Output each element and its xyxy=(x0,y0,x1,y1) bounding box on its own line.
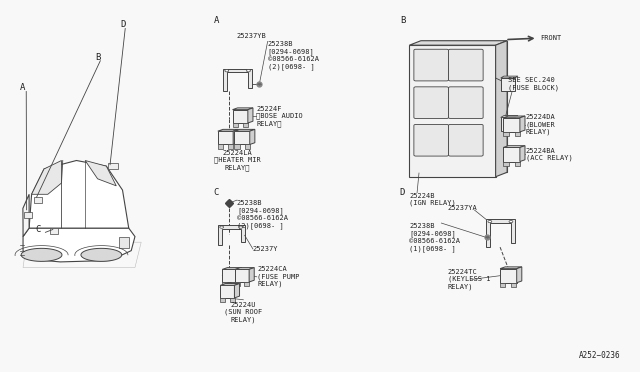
Text: 25238B
[0294-0698]
©08566-6162A
(2)[0698- ]: 25238B [0294-0698] ©08566-6162A (2)[0698… xyxy=(268,41,319,70)
Bar xyxy=(500,269,516,283)
Bar xyxy=(515,132,520,137)
Text: 25224TC
(KEYLESS 1
RELAY): 25224TC (KEYLESS 1 RELAY) xyxy=(448,269,490,290)
Bar xyxy=(500,118,515,131)
Polygon shape xyxy=(503,116,525,118)
Bar xyxy=(504,132,509,137)
FancyBboxPatch shape xyxy=(449,87,483,119)
Circle shape xyxy=(225,70,228,72)
Text: 25224DA
(BLOWER
RELAY): 25224DA (BLOWER RELAY) xyxy=(525,114,556,135)
Circle shape xyxy=(488,221,492,223)
Bar xyxy=(232,123,237,128)
Polygon shape xyxy=(236,267,241,282)
Bar xyxy=(511,283,516,287)
Bar xyxy=(228,144,233,149)
Bar xyxy=(34,197,42,203)
Text: 25237YA: 25237YA xyxy=(448,205,477,211)
Polygon shape xyxy=(21,248,62,262)
Polygon shape xyxy=(234,129,255,131)
Polygon shape xyxy=(31,160,61,194)
Polygon shape xyxy=(486,219,515,247)
Bar xyxy=(235,282,240,286)
Text: D: D xyxy=(400,188,405,197)
Text: SEE SEC.240
(FUSE BLOCK): SEE SEC.240 (FUSE BLOCK) xyxy=(508,77,559,91)
Bar xyxy=(222,282,227,286)
Bar xyxy=(218,144,223,149)
FancyBboxPatch shape xyxy=(449,49,483,81)
Text: 25224BA
(ACC RELAY): 25224BA (ACC RELAY) xyxy=(525,148,572,161)
Text: 25238B
[0294-0698]
©08566-6162A
(2)[0698- ]: 25238B [0294-0698] ©08566-6162A (2)[0698… xyxy=(237,200,288,228)
Circle shape xyxy=(246,70,250,72)
Bar xyxy=(500,78,515,91)
Polygon shape xyxy=(233,129,238,144)
Polygon shape xyxy=(500,267,522,269)
Text: A252−0236: A252−0236 xyxy=(579,351,620,360)
Circle shape xyxy=(239,226,243,228)
Polygon shape xyxy=(85,160,116,186)
Text: 25224F
〈BOSE AUDIO
RELAY〉: 25224F 〈BOSE AUDIO RELAY〉 xyxy=(256,106,303,127)
Bar xyxy=(220,298,225,302)
Text: A: A xyxy=(213,16,219,25)
Bar xyxy=(24,212,32,218)
Text: 25224LA
〈HEATER MIR
RELAY〉: 25224LA 〈HEATER MIR RELAY〉 xyxy=(214,150,260,171)
FancyBboxPatch shape xyxy=(414,124,449,156)
Bar xyxy=(220,285,234,298)
FancyBboxPatch shape xyxy=(414,49,449,81)
Text: 25224B
(IGN RELAY): 25224B (IGN RELAY) xyxy=(410,193,456,206)
Polygon shape xyxy=(232,108,253,110)
Polygon shape xyxy=(235,267,254,269)
Polygon shape xyxy=(500,76,518,78)
Text: 25224CA
(FUSE PUMP
RELAY): 25224CA (FUSE PUMP RELAY) xyxy=(257,266,300,287)
Polygon shape xyxy=(520,146,525,161)
Text: A: A xyxy=(20,83,25,92)
Bar xyxy=(421,41,507,172)
Bar xyxy=(218,131,233,144)
Bar xyxy=(235,269,249,282)
Bar xyxy=(515,161,520,166)
Text: C: C xyxy=(213,188,219,197)
Bar xyxy=(108,163,118,169)
Polygon shape xyxy=(218,129,238,131)
Polygon shape xyxy=(220,283,239,285)
Text: B: B xyxy=(95,53,100,62)
Circle shape xyxy=(220,226,223,228)
Polygon shape xyxy=(495,41,507,177)
Text: D: D xyxy=(121,20,126,29)
Text: 25238B
[0294-0698]
©08566-6162A
(1)[0698- ]: 25238B [0294-0698] ©08566-6162A (1)[0698… xyxy=(410,223,460,251)
Bar xyxy=(503,118,520,132)
Polygon shape xyxy=(410,41,507,45)
Bar xyxy=(51,228,58,234)
Polygon shape xyxy=(520,116,525,132)
Polygon shape xyxy=(23,194,29,237)
Text: B: B xyxy=(400,16,405,25)
Text: 25237YB: 25237YB xyxy=(237,33,267,39)
Polygon shape xyxy=(222,267,241,269)
Polygon shape xyxy=(29,160,129,228)
Bar xyxy=(230,298,235,302)
Polygon shape xyxy=(81,248,122,262)
Polygon shape xyxy=(516,267,522,283)
Polygon shape xyxy=(234,283,239,298)
Text: C: C xyxy=(36,225,41,234)
FancyBboxPatch shape xyxy=(414,87,449,119)
Bar xyxy=(244,144,250,149)
Polygon shape xyxy=(503,146,525,147)
Polygon shape xyxy=(218,225,244,245)
Bar xyxy=(243,123,248,128)
Polygon shape xyxy=(500,116,518,118)
Text: 25237Y: 25237Y xyxy=(253,246,278,252)
Text: FRONT: FRONT xyxy=(508,35,561,41)
Bar xyxy=(234,144,239,149)
Bar xyxy=(504,161,509,166)
Bar xyxy=(500,283,506,287)
Circle shape xyxy=(509,221,513,223)
Polygon shape xyxy=(223,68,252,92)
Bar xyxy=(232,282,237,286)
Bar xyxy=(234,131,250,144)
Bar xyxy=(119,237,129,248)
Polygon shape xyxy=(23,228,135,262)
Bar xyxy=(222,269,236,282)
Bar xyxy=(503,147,520,161)
FancyBboxPatch shape xyxy=(449,124,483,156)
Text: 25224U
(SUN ROOF
RELAY): 25224U (SUN ROOF RELAY) xyxy=(224,302,262,323)
Bar xyxy=(410,45,495,177)
